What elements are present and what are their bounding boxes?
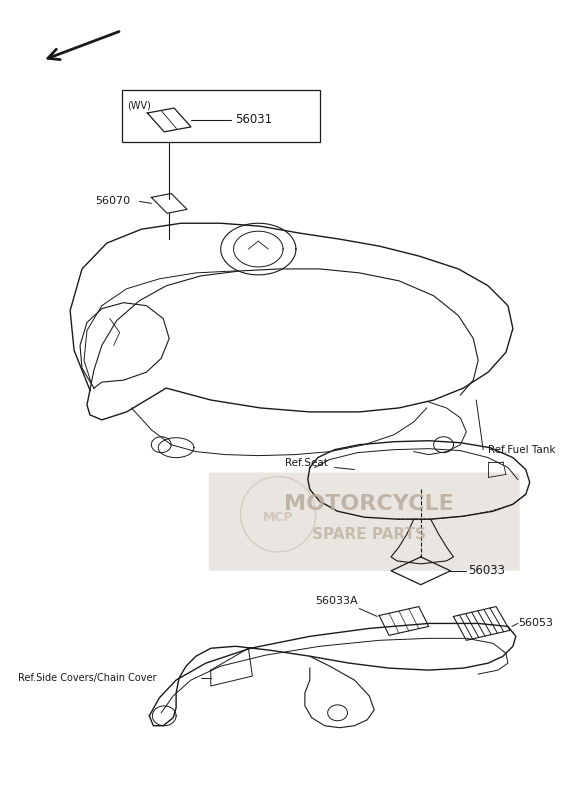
Text: Ref.Side Covers/Chain Cover: Ref.Side Covers/Chain Cover xyxy=(18,673,156,683)
Text: SPARE PARTS: SPARE PARTS xyxy=(312,526,426,542)
FancyBboxPatch shape xyxy=(209,473,520,571)
Text: (WV): (WV) xyxy=(127,100,151,110)
Text: Ref.Seat: Ref.Seat xyxy=(285,458,328,467)
Text: MOTORCYCLE: MOTORCYCLE xyxy=(284,494,454,514)
Text: 56033: 56033 xyxy=(468,564,505,578)
Text: Ref.Fuel Tank: Ref.Fuel Tank xyxy=(488,445,555,454)
Text: 56053: 56053 xyxy=(518,618,553,629)
Bar xyxy=(121,90,319,142)
Text: MCP: MCP xyxy=(263,510,293,524)
Text: 56033A: 56033A xyxy=(315,595,357,606)
Text: 56070: 56070 xyxy=(95,196,130,206)
Text: 56031: 56031 xyxy=(235,114,273,126)
